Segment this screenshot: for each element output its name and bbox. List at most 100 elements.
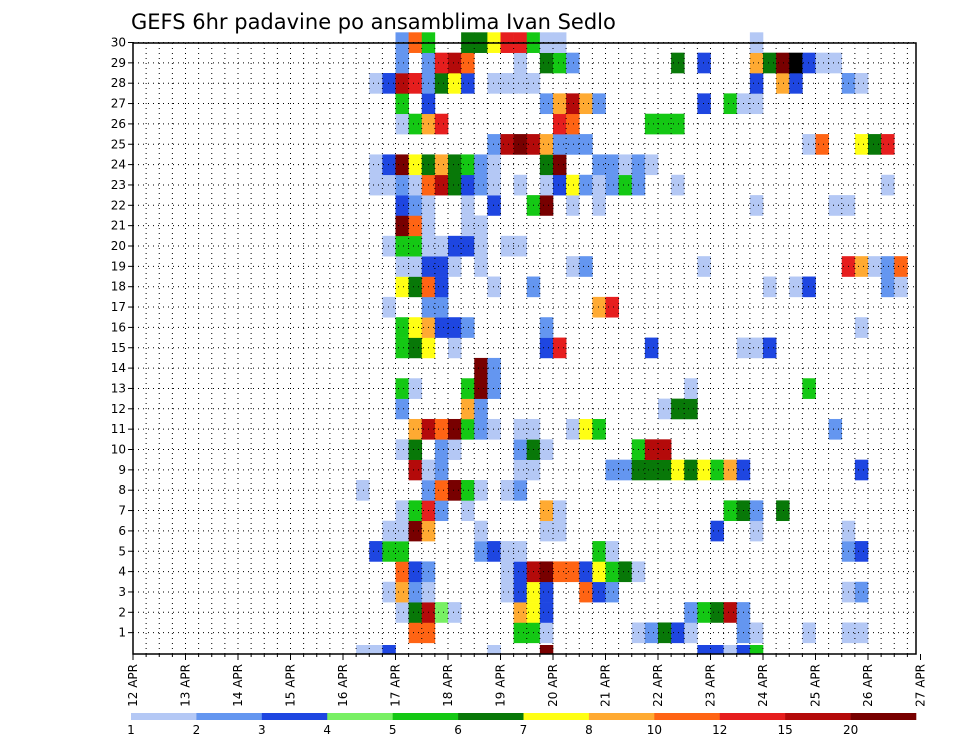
heatmap-cell (513, 541, 528, 562)
heatmap-cell (723, 459, 738, 481)
colorbar-swatch (785, 713, 851, 720)
heatmap-cell (513, 73, 528, 94)
heatmap-cell (408, 215, 423, 237)
heatmap-cell (500, 541, 514, 562)
heatmap-cell (448, 52, 462, 74)
heatmap-cell (448, 317, 462, 338)
y-tick-label: 23 (111, 178, 126, 192)
heatmap-cell (434, 256, 449, 277)
y-tick-label: 15 (111, 341, 126, 355)
colorbar-swatch (458, 713, 524, 720)
heatmap-cell (539, 520, 554, 542)
heatmap-cell (408, 154, 423, 176)
y-tick-label: 30 (111, 36, 126, 50)
heatmap-cell (592, 154, 606, 176)
heatmap-cell (395, 520, 409, 542)
heatmap-cell (382, 520, 396, 542)
heatmap-cell (474, 235, 488, 257)
heatmap-cell (881, 134, 895, 155)
heatmap-cell (513, 581, 528, 603)
heatmap-cell (710, 520, 724, 542)
heatmap-cell (854, 256, 869, 277)
heatmap-cell (671, 52, 685, 74)
heatmap-cell (749, 337, 764, 359)
y-tick-label: 25 (111, 137, 126, 151)
heatmap-cell (395, 235, 409, 257)
colorbar: 1 2 3 4 5 6 7 8 10 12 15 20 (127, 713, 917, 737)
heatmap-cell (539, 561, 554, 583)
heatmap-cell (802, 52, 816, 74)
heatmap-cell (605, 296, 619, 318)
heatmap-cell (408, 337, 423, 359)
heatmap-cell (500, 561, 514, 583)
heatmap-cell (369, 645, 383, 654)
y-tick-label: 1 (118, 626, 126, 640)
heatmap-cell (815, 52, 829, 74)
heatmap-cell (736, 645, 751, 654)
heatmap-cell (474, 357, 488, 379)
x-tick-label: 12 APR (126, 664, 140, 707)
y-tick-label: 2 (118, 605, 126, 619)
colorbar-swatch (523, 713, 590, 720)
x-tick-label: 25 APR (809, 664, 823, 707)
heatmap-cell (723, 93, 738, 115)
heatmap-cell (448, 256, 462, 277)
heatmap-cell (461, 52, 475, 74)
heatmap-cell (658, 113, 672, 135)
heatmap-cell (395, 215, 409, 237)
heatmap-cell (723, 500, 738, 522)
heatmap-cell (894, 276, 908, 298)
y-tick-label: 4 (118, 565, 126, 579)
y-tick-label: 3 (118, 585, 126, 599)
heatmap-cell (697, 256, 711, 277)
y-tick-label: 22 (111, 198, 126, 212)
heatmap-cell (513, 52, 528, 74)
heatmap-cell (868, 256, 882, 277)
heatmap-cell (749, 645, 764, 654)
colorbar-swatch (588, 713, 655, 720)
x-tick-label: 17 APR (389, 664, 403, 707)
heatmap-cell (408, 418, 423, 440)
heatmap-cell (644, 459, 659, 481)
y-tick-label: 29 (111, 56, 126, 70)
colorbar-swatch (327, 713, 393, 720)
colorbar-swatch (392, 713, 459, 720)
heatmap-cell (382, 645, 396, 654)
heatmap-cell (579, 561, 593, 583)
heatmap-cell (395, 256, 409, 277)
heatmap-cell (579, 174, 593, 196)
heatmap-cell (539, 93, 554, 115)
colorbar-label: 2 (193, 723, 201, 737)
heatmap-cell (815, 134, 829, 155)
heatmap-cell (434, 52, 449, 74)
heatmap-cell (474, 541, 488, 562)
heatmap-cell (408, 581, 423, 603)
heatmap-cell (395, 541, 409, 562)
colorbar-label: 10 (647, 723, 662, 737)
heatmap-cell (776, 52, 790, 74)
heatmap-cell (553, 174, 567, 196)
heatmap-cell (382, 541, 396, 562)
heatmap-cell (749, 93, 764, 115)
heatmap-cell (566, 418, 580, 440)
heatmap-cell (461, 418, 475, 440)
y-tick-label: 19 (111, 259, 126, 273)
heatmap-cell (539, 622, 554, 644)
heatmap-cell (592, 561, 606, 583)
heatmap-cell (566, 195, 580, 216)
heatmap-cell (776, 500, 790, 522)
heatmap-cell (395, 174, 409, 196)
heatmap-cell (592, 541, 606, 562)
heatmap-cell (395, 398, 409, 420)
heatmap-cell (684, 378, 698, 399)
heatmap-cell (710, 602, 724, 623)
heatmap-cell (434, 418, 449, 440)
heatmap-cell (461, 215, 475, 237)
colorbar-swatch (850, 713, 917, 720)
heatmap-cell (474, 480, 488, 501)
heatmap-cell (461, 154, 475, 176)
x-tick-label: 14 APR (231, 664, 245, 707)
heatmap-cell (723, 645, 738, 654)
heatmap-cell (382, 73, 396, 94)
y-tick-label: 12 (111, 402, 126, 416)
